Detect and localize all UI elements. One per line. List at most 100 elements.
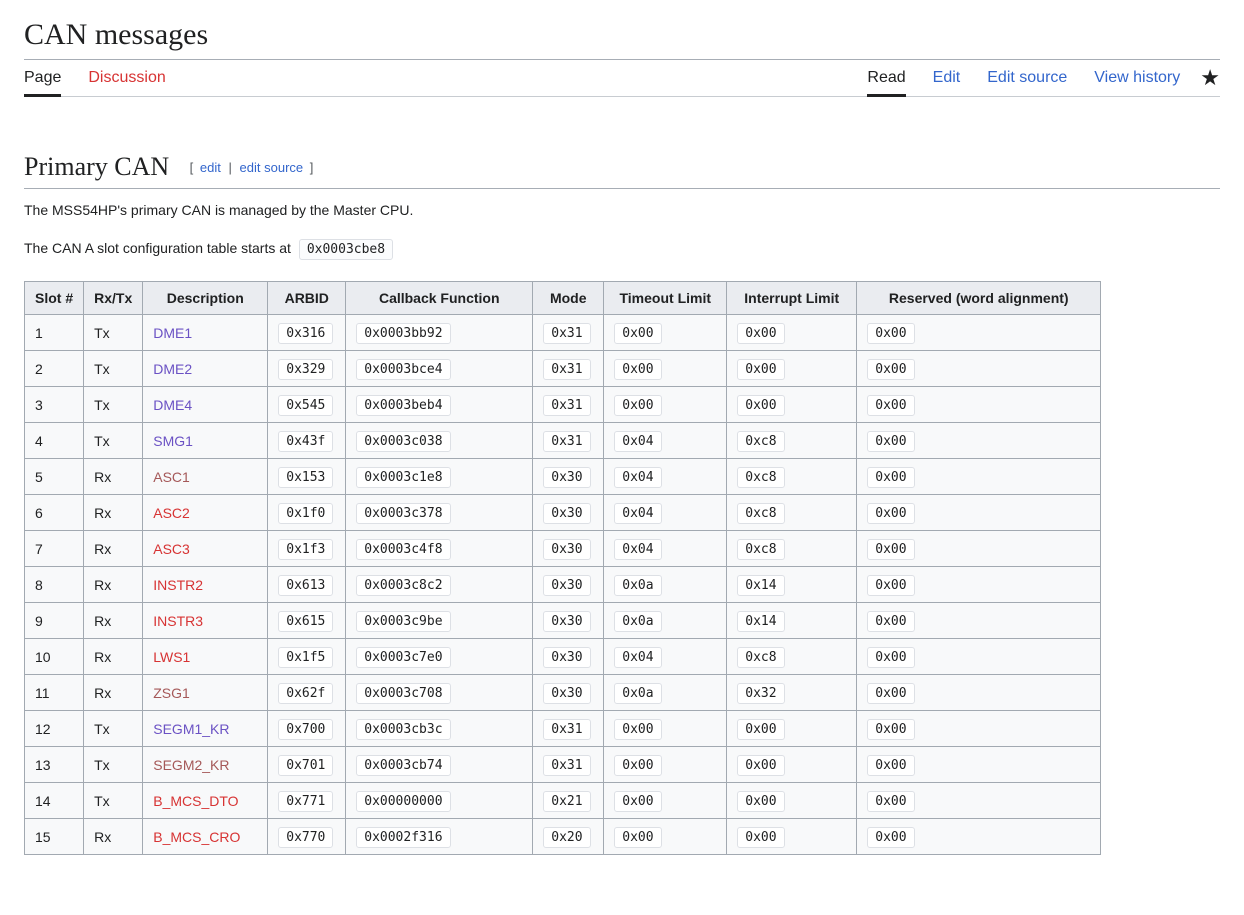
tab-discussion[interactable]: Discussion — [88, 69, 166, 86]
column-header: Interrupt Limit — [726, 281, 858, 316]
timeout-limit-value: 0x00 — [614, 323, 662, 345]
callback-function-cell: 0x0003c7e0 — [345, 638, 534, 676]
callback-function-cell: 0x00000000 — [345, 782, 534, 820]
description-cell: DME2 — [142, 350, 269, 388]
timeout-limit-cell: 0x00 — [603, 818, 728, 856]
callback-function-cell: 0x0003c1e8 — [345, 458, 534, 496]
section-heading: Primary CAN [ edit | edit source ] — [24, 152, 1220, 189]
description-link[interactable]: SEGM2_KR — [153, 756, 230, 773]
mode-cell: 0x30 — [532, 674, 605, 712]
interrupt-limit-value: 0x00 — [737, 755, 785, 777]
description-link[interactable]: DME2 — [153, 360, 193, 377]
reserved-cell: 0x00 — [856, 386, 1102, 424]
slot-number-cell: 4 — [23, 422, 85, 460]
timeout-limit-value: 0x0a — [614, 683, 662, 705]
description-link[interactable]: ASC1 — [153, 468, 190, 485]
slot-number-cell: 13 — [23, 746, 85, 784]
arbid-cell: 0x770 — [267, 818, 347, 856]
arbid-value: 0x613 — [278, 575, 334, 597]
description-link[interactable]: SEGM1_KR — [153, 720, 230, 737]
arbid-cell: 0x613 — [267, 566, 347, 604]
table-row: 10 Rx LWS1 0x1f5 0x0003c7e0 0x30 0x04 0xc8 0x00 — [23, 638, 1102, 676]
reserved-cell: 0x00 — [856, 566, 1102, 604]
mode-cell: 0x20 — [532, 818, 605, 856]
rxtx-cell: Tx — [83, 422, 144, 460]
tab-edit-source[interactable]: Edit source — [987, 69, 1068, 86]
description-link[interactable]: B_MCS_DTO — [153, 792, 239, 809]
reserved-value: 0x00 — [867, 611, 915, 633]
description-cell: ZSG1 — [142, 674, 269, 712]
interrupt-limit-cell: 0x00 — [726, 314, 858, 352]
description-link[interactable]: DME1 — [153, 324, 193, 341]
mode-value: 0x31 — [543, 431, 591, 453]
arbid-cell: 0x615 — [267, 602, 347, 640]
interrupt-limit-cell: 0xc8 — [726, 494, 858, 532]
table-start-address-value: 0x0003cbe8 — [298, 239, 394, 261]
timeout-limit-value: 0x00 — [614, 791, 662, 813]
interrupt-limit-cell: 0x00 — [726, 386, 858, 424]
callback-function-cell: 0x0003cb3c — [345, 710, 534, 748]
timeout-limit-value: 0x00 — [614, 719, 662, 741]
description-link[interactable]: ZSG1 — [153, 684, 190, 701]
reserved-cell: 0x00 — [856, 458, 1102, 496]
arbid-value: 0x1f5 — [278, 647, 334, 669]
arbid-cell: 0x1f3 — [267, 530, 347, 568]
reserved-value: 0x00 — [867, 359, 915, 381]
callback-function-value: 0x0002f316 — [356, 827, 451, 849]
table-row: 9 Rx INSTR3 0x615 0x0003c9be 0x30 0x0a 0x14 0x00 — [23, 602, 1102, 640]
column-header: Slot # — [23, 281, 85, 316]
arbid-value: 0x770 — [278, 827, 334, 849]
interrupt-limit-value: 0xc8 — [737, 431, 785, 453]
reserved-value: 0x00 — [867, 539, 915, 561]
description-link[interactable]: INSTR3 — [153, 612, 204, 629]
slot-number-cell: 1 — [23, 314, 85, 352]
edit-bracket-close: ] — [309, 160, 314, 175]
callback-function-value: 0x0003c8c2 — [356, 575, 451, 597]
description-link[interactable]: INSTR2 — [153, 576, 204, 593]
edit-links-separator: | — [228, 160, 232, 175]
description-link[interactable]: DME4 — [153, 396, 193, 413]
reserved-cell: 0x00 — [856, 314, 1102, 352]
timeout-limit-value: 0x04 — [614, 647, 662, 669]
column-header: Description — [142, 281, 269, 316]
arbid-value: 0x1f3 — [278, 539, 334, 561]
mode-cell: 0x30 — [532, 458, 605, 496]
timeout-limit-value: 0x0a — [614, 611, 662, 633]
callback-function-cell: 0x0003bce4 — [345, 350, 534, 388]
mode-cell: 0x30 — [532, 638, 605, 676]
slot-number-cell: 11 — [23, 674, 85, 712]
watch-star-icon[interactable]: ★ — [1200, 65, 1220, 90]
interrupt-limit-cell: 0xc8 — [726, 638, 858, 676]
rxtx-cell: Rx — [83, 602, 144, 640]
table-header: Slot # Rx/Tx Description ARBID Callback Func… — [23, 281, 1102, 316]
section-edit-source-link[interactable]: edit source — [239, 160, 304, 175]
reserved-cell: 0x00 — [856, 602, 1102, 640]
section-edit-link[interactable]: edit — [199, 160, 221, 175]
mode-value: 0x30 — [543, 575, 591, 597]
table-address-paragraph: The CAN A slot configuration table start… — [24, 237, 1220, 261]
tab-page[interactable]: Page — [24, 61, 62, 97]
description-link[interactable]: ASC3 — [153, 540, 190, 557]
slot-number-cell: 15 — [23, 818, 85, 856]
reserved-value: 0x00 — [867, 503, 915, 525]
callback-function-cell: 0x0003c038 — [345, 422, 534, 460]
tab-view-history[interactable]: View history — [1094, 69, 1181, 86]
description-link[interactable]: ASC2 — [153, 504, 190, 521]
column-header: Callback Function — [345, 281, 534, 316]
description-link[interactable]: LWS1 — [153, 648, 191, 665]
timeout-limit-cell: 0x00 — [603, 386, 728, 424]
description-link[interactable]: SMG1 — [153, 432, 193, 449]
timeout-limit-value: 0x04 — [614, 503, 662, 525]
table-row: 7 Rx ASC3 0x1f3 0x0003c4f8 0x30 0x04 0xc8 0x00 — [23, 530, 1102, 568]
arbid-value: 0x700 — [278, 719, 334, 741]
timeout-limit-cell: 0x04 — [603, 422, 728, 460]
tab-edit[interactable]: Edit — [932, 69, 961, 86]
callback-function-value: 0x0003c378 — [356, 503, 451, 525]
description-link[interactable]: B_MCS_CRO — [153, 828, 241, 845]
description-cell: ASC1 — [142, 458, 269, 496]
column-header: Rx/Tx — [83, 281, 144, 316]
tab-read[interactable]: Read — [867, 61, 906, 97]
interrupt-limit-value: 0x32 — [737, 683, 785, 705]
mode-cell: 0x21 — [532, 782, 605, 820]
callback-function-cell: 0x0003beb4 — [345, 386, 534, 424]
